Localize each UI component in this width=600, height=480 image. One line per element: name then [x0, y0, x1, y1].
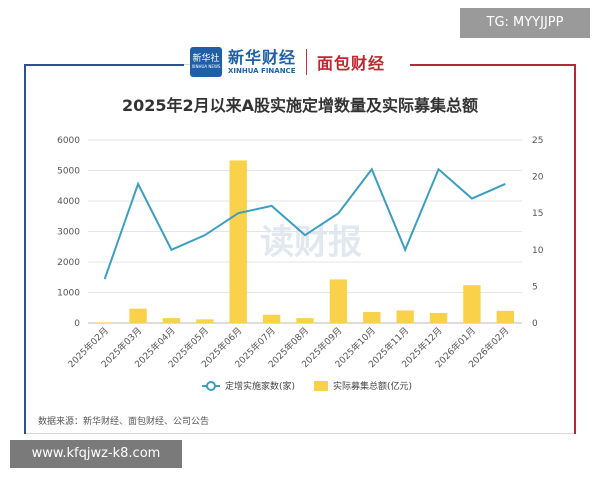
- y-right-tick-label: 5: [532, 282, 538, 292]
- bar: [363, 312, 381, 323]
- y-right-tick-label: 10: [532, 246, 544, 256]
- xinhua-finance-logo: 新华财经 XINHUA FINANCE: [228, 47, 297, 75]
- xinhua-logo-icon: 新华社 XINHUA NEWS: [190, 47, 222, 77]
- y-left-tick-label: 6000: [57, 136, 80, 146]
- bar: [129, 308, 147, 323]
- logo-divider: [306, 49, 308, 75]
- combo-chart: 01000200030004000500060000510152025读财报20…: [57, 136, 544, 392]
- y-left-tick-label: 4000: [57, 197, 80, 207]
- bar: [296, 318, 314, 323]
- watermark-text: 读财报: [260, 222, 362, 262]
- y-right-tick-label: 20: [532, 173, 544, 183]
- legend-label-line: 定增实施家数(家): [225, 380, 295, 392]
- bar: [229, 160, 247, 323]
- legend-label-bar: 实际募集总额(亿元): [333, 380, 412, 392]
- url-watermark-badge: www.kfqjwz-k8.com: [10, 440, 182, 468]
- y-left-tick-label: 2000: [57, 258, 80, 268]
- bar: [96, 322, 114, 323]
- frame-border-left: [24, 64, 26, 434]
- y-left-tick-label: 0: [74, 319, 80, 329]
- frame-accent-right: [410, 64, 576, 66]
- logo-cn: 新华财经: [228, 47, 297, 67]
- y-left-tick-label: 3000: [57, 228, 80, 238]
- data-source-note: 数据来源：新华财经、面包财经、公司公告: [38, 417, 210, 427]
- bar: [162, 318, 181, 323]
- mianbao-logo: 面包财经: [317, 54, 386, 73]
- y-right-tick-label: 25: [532, 136, 543, 146]
- legend-bar-swatch: [314, 381, 328, 391]
- logo-box-line1: 新华社: [192, 54, 220, 65]
- tg-watermark-badge: TG: MYYJJPP: [460, 8, 590, 38]
- chart-title: 2025年2月以来A股实施定增数量及实际募集总额: [121, 96, 479, 115]
- logo-en: XINHUA FINANCE: [228, 66, 296, 75]
- bar: [396, 310, 414, 323]
- frame-border-right: [574, 64, 576, 434]
- bar: [196, 319, 214, 323]
- y-left-tick-label: 5000: [57, 167, 80, 177]
- bar: [329, 279, 348, 323]
- y-right-tick-label: 0: [532, 319, 538, 329]
- y-right-tick-label: 15: [532, 209, 543, 219]
- y-left-tick-label: 1000: [57, 289, 80, 299]
- brand-header: 新华社 XINHUA NEWS 新华财经 XINHUA FINANCE 面包财经: [190, 44, 410, 80]
- bar: [463, 285, 481, 323]
- logo-box-line2: XINHUA NEWS: [191, 63, 221, 69]
- bar: [496, 310, 514, 323]
- frame-accent-left: [24, 64, 184, 66]
- legend-line-marker: [206, 381, 216, 391]
- bar: [429, 312, 448, 323]
- line-series: [103, 167, 506, 280]
- bar: [262, 314, 281, 323]
